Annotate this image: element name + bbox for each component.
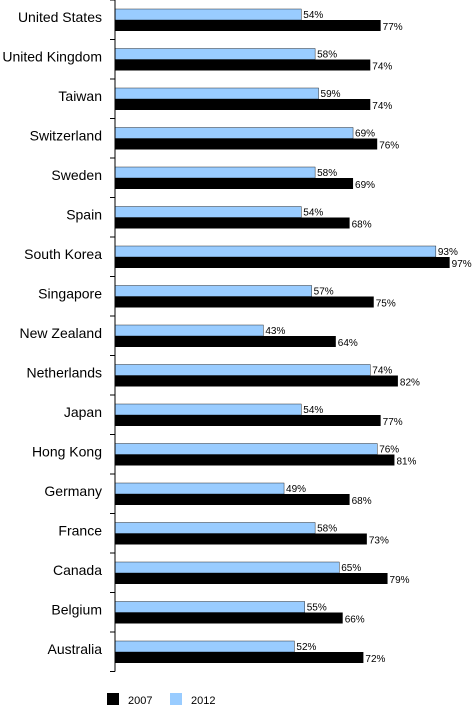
value-label-2007: 68%: [352, 496, 372, 507]
value-label-2007: 74%: [372, 62, 392, 73]
value-label-2007: 97%: [452, 259, 472, 270]
bar-2007: [115, 218, 350, 229]
category-label: Spain: [66, 207, 102, 223]
value-label-2007: 81%: [396, 457, 416, 468]
value-label-2012: 57%: [314, 287, 334, 298]
value-label-2007: 66%: [345, 615, 365, 626]
category-label: Singapore: [38, 286, 102, 302]
category-label: New Zealand: [20, 325, 103, 341]
value-label-2007: 64%: [338, 338, 358, 349]
value-label-2012: 76%: [379, 445, 399, 456]
bar-2007: [115, 257, 450, 268]
bar-2012: [115, 49, 315, 60]
bar-2012: [115, 444, 377, 455]
bar-2012: [115, 167, 315, 178]
category-label: Sweden: [51, 167, 102, 183]
value-label-2012: 58%: [317, 524, 337, 535]
bar-2007: [115, 494, 350, 505]
bar-2012: [115, 365, 370, 376]
bar-2007: [115, 415, 381, 426]
bar-2012: [115, 9, 301, 20]
bar-2007: [115, 336, 336, 347]
category-label: Switzerland: [30, 128, 102, 144]
value-label-2012: 74%: [372, 366, 392, 377]
value-label-2007: 69%: [355, 180, 375, 191]
bar-2012: [115, 246, 436, 257]
category-label: United Kingdom: [2, 49, 102, 65]
value-label-2007: 79%: [390, 575, 410, 586]
value-label-2012: 43%: [265, 326, 285, 337]
category-label: Hong Kong: [32, 444, 102, 460]
bar-2012: [115, 207, 301, 218]
category-label: Taiwan: [58, 88, 102, 104]
bar-2007: [115, 652, 363, 663]
bar-2012: [115, 404, 301, 415]
bar-2012: [115, 483, 284, 494]
value-label-2007: 73%: [369, 536, 389, 547]
value-label-2007: 77%: [383, 417, 403, 428]
value-label-2012: 52%: [296, 642, 316, 653]
legend-label-2012: 2012: [191, 695, 215, 707]
bar-2012: [115, 128, 353, 139]
value-label-2012: 54%: [303, 208, 323, 219]
value-label-2012: 69%: [355, 129, 375, 140]
legend-label-2007: 2007: [128, 695, 152, 707]
category-label: South Korea: [24, 246, 102, 262]
bar-2012: [115, 602, 305, 613]
bar-2007: [115, 534, 367, 545]
bar-2012: [115, 88, 319, 99]
category-label: France: [58, 523, 102, 539]
value-label-2012: 58%: [317, 168, 337, 179]
bar-2007: [115, 178, 353, 189]
bar-2007: [115, 139, 377, 150]
bar-2007: [115, 20, 381, 31]
bar-2012: [115, 523, 315, 534]
category-label: Australia: [48, 641, 103, 657]
value-label-2012: 59%: [321, 89, 341, 100]
legend-swatch-2007: [107, 693, 119, 705]
legend: 2007 2012: [107, 693, 215, 707]
value-label-2007: 76%: [379, 141, 399, 152]
value-label-2007: 68%: [352, 220, 372, 231]
value-label-2012: 54%: [303, 405, 323, 416]
category-label: United States: [18, 9, 102, 25]
bar-2007: [115, 376, 398, 387]
value-label-2012: 65%: [341, 563, 361, 574]
category-label: Belgium: [51, 602, 102, 618]
bar-2012: [115, 641, 294, 652]
value-label-2012: 55%: [307, 603, 327, 614]
value-label-2007: 72%: [365, 654, 385, 665]
bar-2012: [115, 325, 263, 336]
bar-2012: [115, 286, 312, 297]
value-label-2007: 77%: [383, 22, 403, 33]
category-label: Canada: [53, 562, 102, 578]
category-labels: United States United Kingdom Taiwan Switzer…: [2, 9, 102, 657]
value-label-2007: 75%: [376, 299, 396, 310]
bar-2007: [115, 613, 343, 624]
category-label: Germany: [44, 483, 102, 499]
value-label-2012: 93%: [438, 247, 458, 258]
bar-2007: [115, 573, 388, 584]
bar-2012: [115, 562, 339, 573]
bar-2007: [115, 297, 374, 308]
legend-swatch-2012: [170, 693, 182, 705]
value-label-2012: 54%: [303, 10, 323, 21]
y-axis-ticks: [110, 0, 115, 672]
value-label-2007: 74%: [372, 101, 392, 112]
value-label-2012: 58%: [317, 50, 337, 61]
bar-2007: [115, 455, 394, 466]
category-label: Netherlands: [27, 365, 103, 381]
bar-2007: [115, 99, 370, 110]
value-label-2012: 49%: [286, 484, 306, 495]
bar-2007: [115, 60, 370, 71]
value-label-2007: 82%: [400, 378, 420, 389]
category-label: Japan: [64, 404, 102, 420]
